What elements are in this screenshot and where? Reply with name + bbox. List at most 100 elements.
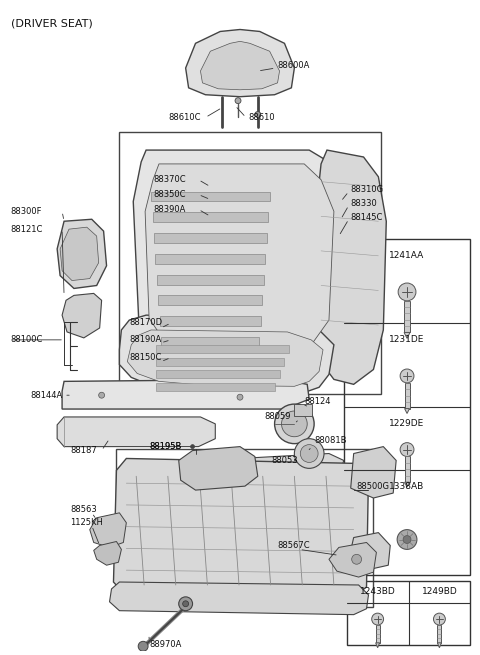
Polygon shape	[228, 453, 344, 480]
Bar	[376, 625, 380, 643]
Text: 1241AA: 1241AA	[389, 251, 425, 260]
Text: 1338AB: 1338AB	[389, 482, 425, 491]
Text: 88195B: 88195B	[149, 442, 181, 451]
Text: 88187: 88187	[70, 446, 97, 455]
Text: 88190A: 88190A	[129, 335, 162, 345]
Circle shape	[400, 369, 414, 383]
Polygon shape	[151, 192, 270, 202]
Circle shape	[294, 439, 324, 468]
Polygon shape	[127, 330, 323, 386]
Circle shape	[403, 536, 411, 544]
Polygon shape	[153, 212, 268, 222]
Polygon shape	[62, 379, 309, 409]
Bar	[344, 239, 470, 575]
Polygon shape	[109, 582, 369, 614]
Text: 88563: 88563	[70, 506, 97, 514]
Polygon shape	[437, 643, 442, 648]
Polygon shape	[60, 227, 99, 280]
Text: 88081B: 88081B	[314, 436, 347, 445]
Polygon shape	[158, 295, 262, 305]
Polygon shape	[156, 371, 279, 379]
Polygon shape	[349, 533, 390, 569]
Text: 88170D: 88170D	[129, 318, 162, 327]
Text: 88350C: 88350C	[153, 190, 185, 199]
Polygon shape	[156, 345, 289, 352]
Polygon shape	[156, 383, 275, 391]
Polygon shape	[157, 274, 264, 284]
Circle shape	[275, 404, 314, 443]
Text: 88567C: 88567C	[277, 541, 310, 550]
Text: 88145C: 88145C	[351, 213, 383, 222]
Text: 88100C: 88100C	[11, 335, 43, 345]
Polygon shape	[186, 29, 294, 97]
Circle shape	[138, 641, 148, 651]
Circle shape	[183, 601, 189, 607]
Circle shape	[179, 597, 192, 610]
Polygon shape	[161, 337, 259, 346]
Circle shape	[99, 392, 105, 398]
Bar	[437, 625, 442, 643]
Bar	[347, 581, 470, 645]
Text: 88970A: 88970A	[149, 640, 181, 649]
Circle shape	[255, 111, 261, 117]
Polygon shape	[90, 513, 126, 548]
Polygon shape	[94, 542, 121, 565]
Text: 88500G: 88500G	[357, 481, 390, 491]
Polygon shape	[329, 542, 376, 577]
Circle shape	[300, 445, 318, 462]
Circle shape	[372, 613, 384, 625]
Text: 1243BD: 1243BD	[360, 588, 396, 597]
Polygon shape	[179, 447, 258, 490]
Polygon shape	[133, 150, 344, 369]
Polygon shape	[160, 316, 261, 326]
Bar	[120, 132, 381, 394]
Text: 1231DE: 1231DE	[389, 335, 425, 344]
Bar	[294, 404, 312, 416]
Circle shape	[237, 394, 243, 400]
Text: 1229DE: 1229DE	[389, 419, 425, 428]
Circle shape	[352, 554, 361, 564]
Polygon shape	[120, 315, 334, 394]
Text: 88053: 88053	[272, 456, 298, 465]
Text: 1249BD: 1249BD	[421, 588, 457, 597]
Text: 88310G: 88310G	[351, 185, 384, 194]
Text: 88610C: 88610C	[169, 113, 201, 122]
Polygon shape	[404, 333, 410, 339]
Bar	[117, 449, 373, 607]
Text: 88121C: 88121C	[11, 225, 43, 234]
Polygon shape	[57, 417, 216, 447]
Text: 88330: 88330	[351, 199, 377, 208]
Polygon shape	[376, 643, 380, 648]
Circle shape	[433, 613, 445, 625]
Bar	[404, 301, 410, 333]
Bar	[405, 383, 409, 409]
Bar	[405, 457, 409, 482]
Polygon shape	[351, 447, 396, 498]
Polygon shape	[62, 293, 102, 338]
Polygon shape	[145, 164, 334, 358]
Polygon shape	[201, 41, 279, 90]
Circle shape	[400, 443, 414, 457]
Circle shape	[398, 283, 416, 301]
Circle shape	[397, 530, 417, 550]
Polygon shape	[154, 233, 267, 243]
Polygon shape	[113, 458, 369, 597]
Circle shape	[235, 98, 241, 103]
Polygon shape	[405, 482, 409, 487]
Text: 88150C: 88150C	[129, 353, 162, 362]
Text: 88390A: 88390A	[153, 205, 185, 214]
Text: 88610: 88610	[248, 113, 275, 122]
Polygon shape	[57, 219, 107, 288]
Text: 88059: 88059	[264, 413, 291, 421]
Circle shape	[281, 411, 307, 437]
Circle shape	[191, 445, 194, 449]
Text: 88144A: 88144A	[30, 390, 63, 400]
Polygon shape	[405, 409, 409, 413]
Text: 88124: 88124	[304, 397, 331, 405]
Polygon shape	[156, 358, 285, 365]
Text: 88300F: 88300F	[11, 207, 42, 216]
Text: (DRIVER SEAT): (DRIVER SEAT)	[11, 18, 93, 29]
Text: 88600A: 88600A	[277, 60, 310, 69]
Text: 88370C: 88370C	[153, 176, 186, 184]
Text: 88195B: 88195B	[149, 442, 181, 451]
